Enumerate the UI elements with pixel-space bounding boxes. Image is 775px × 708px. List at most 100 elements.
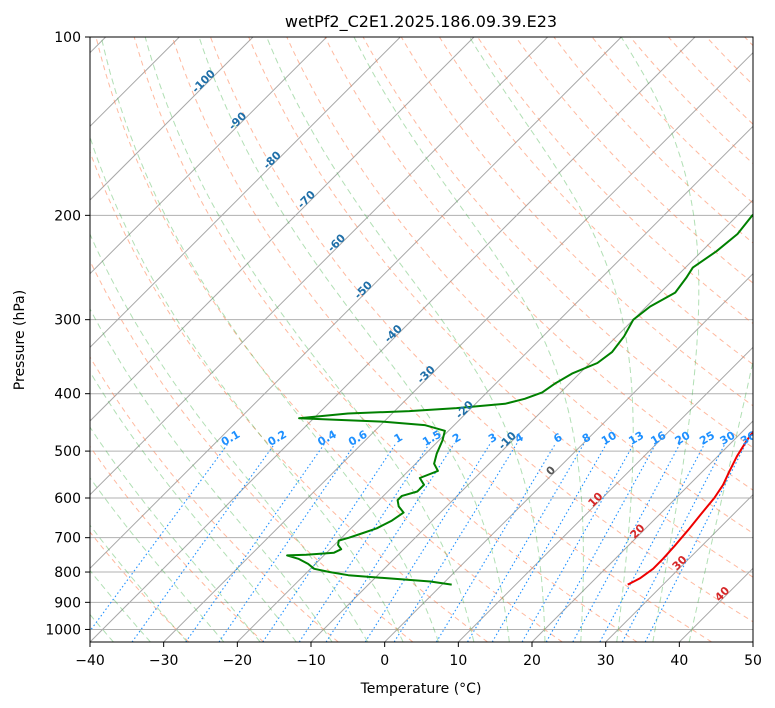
moist-adiabat	[90, 524, 188, 642]
isotherm-label: 40	[712, 584, 732, 604]
y-tick-label: 500	[54, 444, 81, 460]
isotherm-label: -70	[295, 188, 318, 211]
mixing-ratio-line	[572, 443, 681, 642]
isotherm-label: 10	[586, 490, 606, 510]
moist-adiabat	[620, 37, 700, 642]
isotherm-line	[90, 37, 328, 275]
profile-lines	[286, 213, 753, 586]
dry-adiabat	[210, 37, 753, 623]
isotherm-line	[678, 567, 753, 642]
moist-adiabat	[90, 308, 333, 642]
dry-adiabat	[438, 37, 753, 366]
isotherm-label: -50	[352, 278, 375, 301]
moist-adiabat	[688, 358, 753, 642]
mixing-ratio-label: 1	[392, 431, 405, 446]
mixing-ratio-line	[90, 442, 229, 632]
dry-adiabat	[744, 37, 753, 47]
x-tick-label: −30	[149, 653, 179, 669]
isotherm-line	[752, 641, 753, 642]
dry-adiabat	[133, 37, 638, 642]
moist-adiabat	[90, 135, 404, 642]
mixing-ratio-line	[644, 443, 747, 642]
mixing-ratio-label: 0.6	[346, 428, 370, 449]
isotherm-line	[605, 493, 753, 642]
dry-adiabat	[668, 37, 753, 125]
dry-adiabat	[400, 37, 753, 407]
mixing-ratio-line	[545, 442, 657, 642]
x-tick-label: 0	[380, 653, 389, 669]
mixing-ratio-line	[435, 442, 557, 642]
mixing-ratio-line	[521, 442, 635, 642]
mixing-ratio-label: 2	[450, 431, 463, 446]
x-tick-label: 30	[597, 653, 615, 669]
moist-adiabat	[353, 37, 584, 642]
isotherm-line	[90, 37, 549, 496]
mixing-ratio-line	[325, 442, 455, 642]
isotherm-line	[236, 125, 753, 642]
moist-adiabat	[90, 426, 261, 642]
isotherm-line	[384, 272, 753, 642]
mixing-ratio-line	[185, 442, 326, 642]
isotherm-label: -60	[325, 231, 348, 254]
isotherm-line	[457, 346, 753, 642]
dry-adiabat	[553, 37, 753, 244]
moist-adiabat	[198, 37, 510, 642]
dry-adiabat	[90, 259, 414, 642]
isotherm-line	[531, 420, 753, 642]
mixing-ratio-label: 6	[551, 431, 564, 446]
mixing-ratio-label: 0.2	[266, 428, 289, 449]
mixing-ratio-label: 0.1	[219, 428, 242, 449]
mixing-ratio-line	[599, 443, 706, 642]
x-axis-title: Temperature (°C)	[360, 681, 482, 697]
isotherm-label: -40	[382, 322, 405, 345]
moist-adiabat	[90, 476, 225, 642]
y-tick-label: 100	[54, 30, 81, 46]
mixing-ratio-label: 20	[673, 429, 693, 448]
y-tick-label: 700	[54, 531, 81, 547]
dry-adiabat	[248, 37, 753, 578]
y-tick-label: 800	[54, 565, 81, 581]
isotherm-label: 20	[628, 521, 648, 541]
moist-adiabat	[266, 37, 546, 642]
mixing-ratio-line	[364, 442, 491, 642]
isotherm-label: -90	[226, 109, 249, 132]
mixing-ratio-line	[393, 442, 518, 642]
mixing-ratio-line	[467, 442, 585, 642]
isotherm-line	[90, 37, 696, 642]
x-tick-label: 20	[523, 653, 541, 669]
y-axis-title: Pressure (hPa)	[12, 290, 28, 390]
y-tick-label: 900	[54, 595, 81, 611]
isotherm-line	[90, 37, 401, 349]
isotherm-line	[163, 51, 753, 642]
moist-adiabat	[90, 569, 151, 642]
dry-adiabat	[286, 37, 753, 534]
isotherm-line	[90, 37, 254, 201]
x-tick-label: −20	[223, 653, 253, 669]
background-lines	[90, 37, 753, 642]
mixing-ratio-line	[218, 442, 357, 642]
y-axis: 1000 900 800 700 600 500 400 300 200 100	[45, 30, 90, 638]
isotherm-line	[310, 199, 753, 642]
isotherm-label: -20	[453, 398, 476, 421]
temperature-profile	[627, 430, 753, 586]
moist-adiabat	[144, 37, 475, 642]
y-tick-label: 200	[54, 208, 81, 224]
y-tick-label: 600	[54, 491, 81, 507]
isotherm-label: -100	[189, 67, 218, 96]
dry-adiabat	[95, 37, 563, 642]
mixing-ratio-label: 16	[648, 429, 668, 448]
dry-adiabat	[591, 37, 753, 204]
mixing-ratio-line	[621, 443, 726, 642]
y-tick-label: 400	[54, 387, 81, 403]
x-tick-label: 40	[670, 653, 688, 669]
dewpoint-profile	[286, 213, 753, 586]
dry-adiabat	[90, 356, 339, 642]
isotherm-label: -80	[261, 148, 284, 171]
x-tick-label: −40	[75, 653, 105, 669]
x-tick-label: 50	[744, 653, 762, 669]
dry-adiabat	[90, 150, 488, 642]
dry-adiabat	[90, 445, 264, 642]
dry-adiabat	[515, 37, 753, 284]
x-axis: −40 −30 −20 −10 0 10 20 30 40 50	[75, 642, 762, 669]
